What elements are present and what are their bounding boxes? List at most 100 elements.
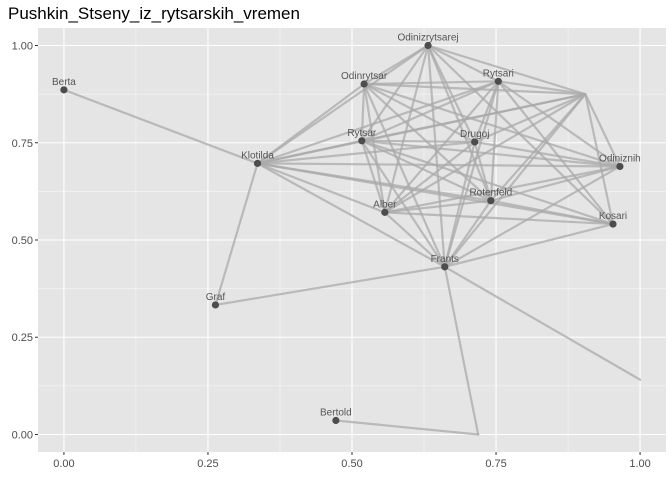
y-tick-label: 0.50 <box>12 235 33 247</box>
edge-line <box>443 265 642 381</box>
y-axis: 0.00 0.25 0.50 0.75 1.00 <box>12 41 38 441</box>
edge-line <box>360 139 615 226</box>
node-labels: Odinizrytsarej Odinrytsar Rytsari Berta Ryts… <box>52 33 641 419</box>
edge-line <box>426 44 500 83</box>
edge-line <box>360 82 366 142</box>
edge-line <box>360 139 386 214</box>
edge-line <box>362 44 430 86</box>
edge-line <box>426 44 476 144</box>
node-label: Rytsari <box>483 68 514 79</box>
edge-line <box>497 80 615 226</box>
y-tick-label: 1.00 <box>12 41 33 53</box>
edge-line <box>360 93 587 142</box>
edge-line <box>362 82 587 96</box>
y-tick-label: 0.75 <box>12 138 33 150</box>
node-label: Odinizrytsarej <box>397 33 458 44</box>
edge-line <box>362 82 446 268</box>
edge-line <box>214 265 446 307</box>
x-tick-label: 0.50 <box>341 458 362 470</box>
node-point <box>211 301 220 309</box>
edge-line <box>426 44 492 202</box>
node-point <box>381 208 389 216</box>
node-point <box>616 162 624 171</box>
edge-line <box>497 80 587 96</box>
edge-line <box>383 165 622 214</box>
y-tick-label: 0.25 <box>12 332 33 344</box>
edge-line <box>383 93 587 214</box>
node-point <box>60 86 68 94</box>
x-tick-label: 0.00 <box>53 458 74 470</box>
node-label: Frants <box>431 254 459 265</box>
edge-line <box>443 265 480 436</box>
chart-title: Pushkin_Stseny_iz_rytsarskih_vremen <box>8 4 300 23</box>
node-point <box>358 137 366 145</box>
major-gridlines <box>38 28 666 452</box>
node-point <box>360 80 368 88</box>
node-label: Drugoj <box>460 129 489 140</box>
edge-line <box>426 44 587 96</box>
edge-line <box>360 139 492 202</box>
edge-line <box>362 82 476 144</box>
node-label: Klotilda <box>241 150 274 161</box>
x-tick-label: 1.00 <box>629 458 650 470</box>
node-point <box>609 220 617 228</box>
edge-line <box>256 162 622 168</box>
edge-line <box>584 93 615 226</box>
edge-line <box>362 82 622 168</box>
node-label: Odinrytsar <box>341 71 388 82</box>
edge-line <box>256 82 366 165</box>
edge-line <box>489 165 622 202</box>
node-label: Graf <box>206 292 226 303</box>
edge-line <box>360 139 446 268</box>
edge-line <box>362 82 386 214</box>
node-point <box>494 77 502 85</box>
edge-line <box>383 80 500 214</box>
edge-line <box>383 199 492 214</box>
node-label: Rytsar <box>347 128 377 139</box>
edge-line <box>256 162 446 268</box>
node-label: Kosari <box>599 211 627 222</box>
edge-line <box>360 139 622 168</box>
node-point <box>253 159 262 167</box>
edge-line <box>334 419 480 436</box>
edge-line <box>62 88 259 165</box>
node-label: Rotenfeld <box>469 188 512 199</box>
edge-line <box>443 222 615 268</box>
node-point <box>332 416 340 425</box>
x-axis: 0.00 0.25 0.50 0.75 1.00 <box>53 452 651 470</box>
node-label: Odiniznih <box>599 153 641 164</box>
edge-line <box>443 93 587 268</box>
edge-line <box>362 80 500 86</box>
node-label: Bertold <box>320 407 352 418</box>
edge-line <box>473 93 587 144</box>
node-point <box>441 263 449 271</box>
x-tick-label: 0.25 <box>197 458 218 470</box>
edge-line <box>383 211 446 268</box>
edge-line <box>383 44 430 214</box>
node-point <box>487 197 495 205</box>
edge-line <box>584 93 622 168</box>
node-label: Berta <box>52 77 76 88</box>
edge-line <box>256 80 500 165</box>
edge-line <box>360 139 476 144</box>
edge-line <box>443 80 500 268</box>
x-tick-label: 0.75 <box>485 458 506 470</box>
edge-line <box>489 199 615 226</box>
node-point <box>424 41 432 50</box>
edge-line <box>256 162 386 214</box>
edge-line <box>256 162 615 226</box>
edge-line <box>443 165 622 268</box>
edge-line <box>256 44 430 165</box>
network-nodes <box>60 41 624 425</box>
edge-line <box>214 162 259 307</box>
edge-line <box>473 140 492 202</box>
edge-line <box>489 80 500 202</box>
edge-line <box>383 211 615 226</box>
edge-line <box>360 80 500 142</box>
y-tick-label: 0.00 <box>12 429 33 441</box>
network-edges <box>62 44 642 436</box>
edge-line <box>383 140 476 214</box>
node-label: Alber <box>373 199 397 210</box>
node-point <box>471 138 479 146</box>
